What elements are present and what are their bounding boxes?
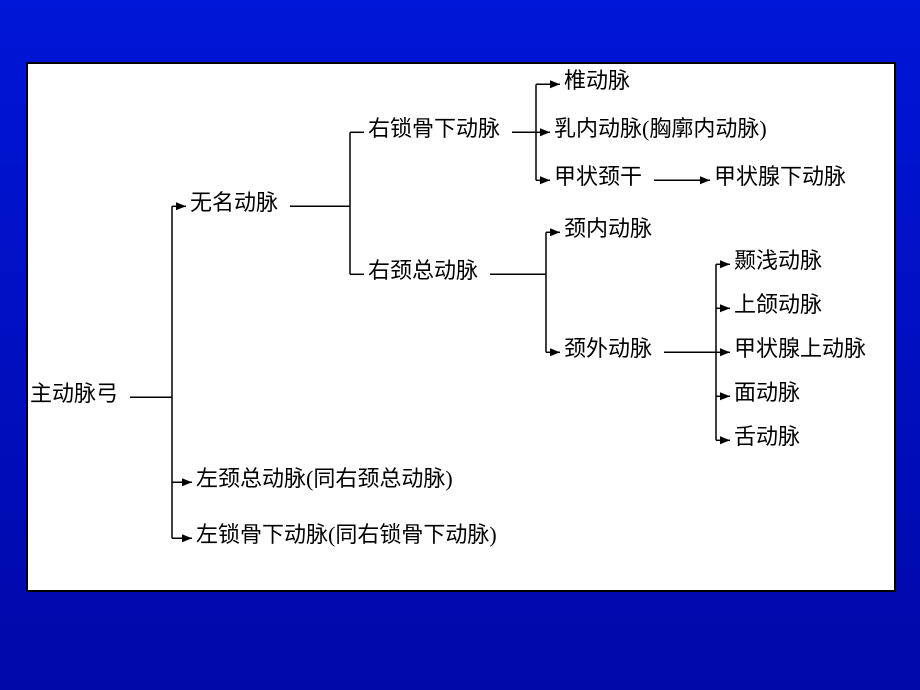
node-sup_thyroid: 甲状腺上动脉: [734, 338, 866, 360]
node-facial: 面动脉: [734, 382, 800, 404]
node-inf_thyroid: 甲状腺下动脉: [714, 166, 846, 188]
node-sup_temp: 颞浅动脉: [734, 250, 822, 272]
node-l_cca: 左颈总动脉(同右颈总动脉): [196, 468, 453, 490]
diagram-stage: 主动脉弓 无名动脉 右锁骨下动脉 椎动脉乳内动脉(胸廓内动脉) 甲状颈干 甲状腺下动脉右颈…: [0, 0, 920, 690]
node-r_cca: 右颈总动脉: [368, 260, 478, 282]
node-ica: 颈内动脉: [564, 218, 652, 240]
node-thyro_trunk: 甲状颈干: [554, 166, 642, 188]
node-vertebral: 椎动脉: [564, 70, 630, 92]
node-innominate: 无名动脉: [190, 192, 278, 214]
node-eca: 颈外动脉: [564, 338, 652, 360]
node-maxillary: 上颌动脉: [734, 294, 822, 316]
node-lingual: 舌动脉: [734, 426, 800, 448]
node-l_subclav: 左锁骨下动脉(同右锁骨下动脉): [196, 524, 497, 546]
node-root: 主动脉弓: [30, 383, 118, 405]
node-int_mam: 乳内动脉(胸廓内动脉): [554, 118, 767, 140]
node-r_subclav: 右锁骨下动脉: [368, 118, 500, 140]
